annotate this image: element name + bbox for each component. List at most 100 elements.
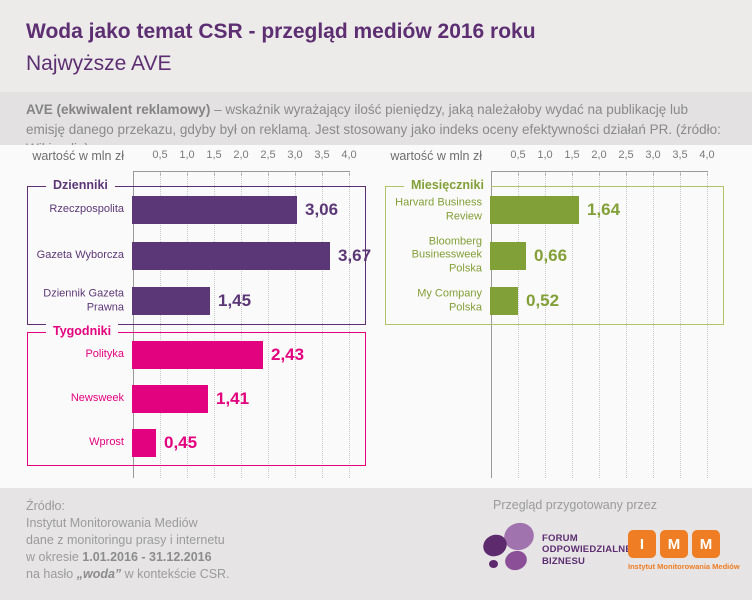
bar-polityka: [132, 341, 263, 369]
footer: Źródło: Instytut Monitorowania Mediów da…: [0, 488, 752, 600]
bar-category-label: Wprost: [89, 436, 124, 449]
bar-wprost: [132, 429, 156, 457]
page-title: Woda jako temat CSR - przegląd mediów 20…: [26, 20, 536, 43]
barline: 1,45: [132, 287, 251, 316]
axis-tick-label: 4,0: [341, 149, 357, 161]
imm-letter-tile: I: [628, 530, 656, 558]
source-period: 1.01.2016 - 31.12.2016: [82, 550, 212, 564]
imm-letter-tile: M: [692, 530, 720, 558]
prepared-by-label: Przegląd przygotowany przez: [493, 498, 657, 512]
bar-value-label: 2,43: [271, 345, 305, 364]
gridline: [214, 172, 215, 478]
bar-value-label: 0,45: [164, 433, 198, 452]
bar-value-label: 3,67: [338, 245, 372, 265]
header: Woda jako temat CSR - przegląd mediów 20…: [0, 0, 752, 92]
imm-letter-tile: M: [660, 530, 688, 558]
bar-category-label: Dziennik Gazeta Prawna: [43, 287, 124, 314]
barline: 0,45: [132, 429, 197, 457]
bar-row-polityka: Polityka 2,43: [28, 333, 365, 377]
axis-tick-label: 4,0: [699, 149, 715, 161]
axis-tick-label: 2,5: [618, 149, 634, 161]
fob-circle-icon: [502, 547, 530, 574]
bar-my-company-polska: [490, 287, 518, 316]
source-keyword-prefix: na hasło: [26, 567, 77, 581]
bar-value-label: 0,52: [526, 291, 560, 311]
source-line: na hasło „woda” w kontekście CSR.: [26, 566, 230, 583]
fob-logo: FORUM ODPOWIEDZIALNEGO BIZNESU: [479, 518, 648, 578]
axis-tick-label: 2,0: [591, 149, 607, 161]
gridline: [707, 172, 708, 478]
bar-newsweek: [132, 385, 208, 413]
axis-tick-label: 3,0: [287, 149, 303, 161]
axis-tick-label: 3,0: [645, 149, 661, 161]
bar-row-my-company-polska: My Company Polska 0,52: [386, 278, 723, 324]
bar-category-label: Bloomberg Businessweek Polska: [411, 234, 482, 275]
source-note: Źródło: Instytut Monitorowania Mediów da…: [26, 498, 230, 583]
barline: 1,64: [490, 195, 620, 224]
source-line: Źródło:: [26, 499, 65, 513]
gridline: [187, 172, 188, 478]
bar-category-label: Harvard Business Review: [395, 196, 482, 222]
gridline: [680, 172, 681, 478]
imm-logo: I M M Instytut Monitorowania Mediów: [628, 530, 740, 571]
group-box-miesi-czniki: Miesięczniki Harvard Business Review 1,64 B…: [385, 178, 724, 325]
axis-unit-label: wartość w mln zł: [390, 149, 482, 163]
bar-dziennik-gazeta-prawna: [132, 287, 210, 316]
gridline: [545, 172, 546, 478]
axis-tick-label: 1,5: [564, 149, 580, 161]
axis-tick-label: 1,0: [179, 149, 195, 161]
bar-value-label: 1,41: [216, 389, 250, 408]
group-label-miesi-czniki: Miesięczniki: [404, 178, 491, 192]
bar-value-label: 3,06: [305, 199, 339, 219]
ave-definition-lead: AVE (ekwiwalent reklamowy): [26, 102, 211, 117]
gridline: [349, 172, 350, 478]
bar-gazeta-wyborcza: [132, 241, 330, 270]
gridline: [626, 172, 627, 478]
axis-tick-label: 3,5: [314, 149, 330, 161]
bar-category-label: My Company Polska: [417, 287, 482, 314]
barline: 0,52: [490, 287, 560, 316]
bar-category-label: Polityka: [85, 348, 124, 361]
gridline: [518, 172, 519, 478]
bar-category-label: Gazeta Wyborcza: [36, 248, 124, 261]
bar-value-label: 0,66: [534, 245, 568, 265]
chart-panel-right: wartość w mln zł 0,5 1,0 1,5 2,0 2,5 3,0 3,5 4,0…: [382, 145, 728, 488]
barline: 0,66: [490, 241, 568, 270]
axis-tick-label: 0,5: [152, 149, 168, 161]
barline: 1,41: [132, 385, 249, 413]
group-label-tygodniki: Tygodniki: [46, 324, 119, 338]
gridline: [572, 172, 573, 478]
bar-harvard-business-review: [490, 195, 579, 224]
gridline: [653, 172, 654, 478]
source-keyword-suffix: w kontekście CSR.: [121, 567, 230, 581]
source-keyword: „woda”: [76, 567, 122, 581]
bar-bloomberg-businessweek-polska: [490, 241, 526, 270]
fob-logo-line: ODPOWIEDZIALNEGO: [542, 544, 648, 556]
group-box-dzienniki: Dzienniki Rzeczpospolita 3,06 Gazeta Wyborc…: [27, 178, 371, 325]
bar-row-rzeczpospolita: Rzeczpospolita 3,06: [28, 187, 365, 233]
fob-logo-line: BIZNESU: [542, 555, 586, 567]
gridline: [268, 172, 269, 478]
bar-row-wprost: Wprost 0,45: [28, 421, 365, 465]
bar-row-harvard-business-review: Harvard Business Review 1,64: [386, 187, 723, 233]
imm-logo-caption: Instytut Monitorowania Mediów: [628, 562, 740, 571]
gridline: [295, 172, 296, 478]
chart-panel-left: wartość w mln zł 0,5 1,0 1,5 2,0 2,5 3,0 3,5 4,0…: [24, 145, 371, 488]
source-line: w okresie 1.01.2016 - 31.12.2016: [26, 549, 230, 566]
axis-tick-label: 2,5: [260, 149, 276, 161]
source-line: Instytut Monitorowania Mediów: [26, 516, 198, 530]
bar-rzeczpospolita: [132, 195, 297, 224]
barline: 3,67: [132, 241, 372, 270]
page-subtitle: Najwyższe AVE: [26, 52, 172, 75]
charts-area: wartość w mln zł 0,5 1,0 1,5 2,0 2,5 3,0 3,5 4,0…: [0, 145, 752, 488]
imm-squares-icon: I M M: [628, 530, 740, 558]
gridline: [241, 172, 242, 478]
axis-tick-label: 2,0: [233, 149, 249, 161]
axis-tick-label: 3,5: [672, 149, 688, 161]
bar-category-label: Rzeczpospolita: [49, 202, 124, 215]
bar-row-gazeta-wyborcza: Gazeta Wyborcza 3,67: [28, 233, 371, 279]
axis-tick-label: 1,0: [537, 149, 553, 161]
gridline: [322, 172, 323, 478]
fob-logo-line: FORUM: [542, 532, 578, 544]
group-box-tygodniki: Tygodniki Polityka 2,43 Newsweek 1,41 Wprost 0…: [27, 324, 366, 466]
